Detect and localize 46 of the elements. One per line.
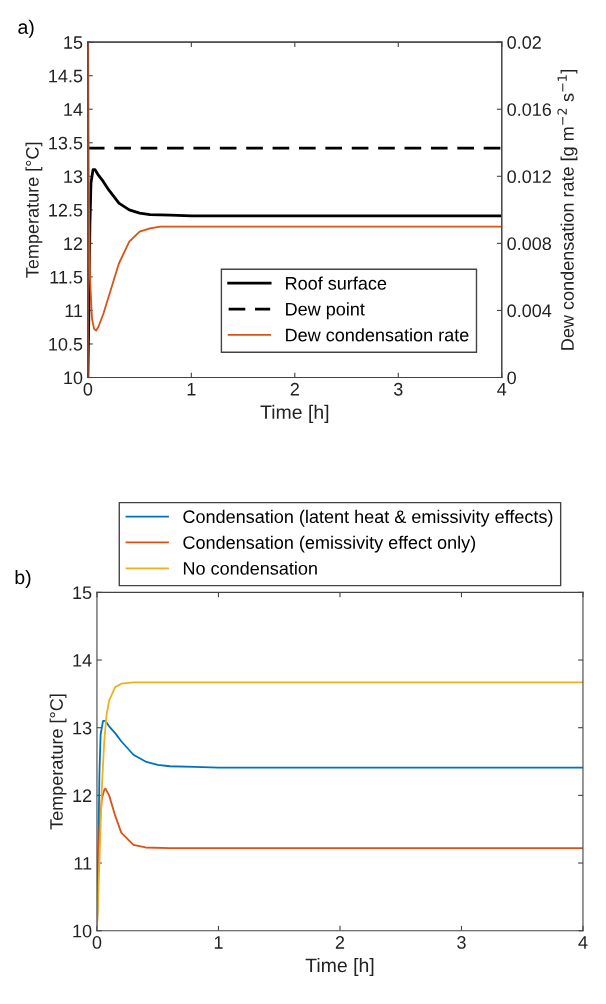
x-tick-label: 3 — [393, 382, 403, 396]
x-tick-label: 1 — [214, 936, 223, 949]
y2-tick-label: 0 — [507, 371, 516, 385]
x-tick-label: 3 — [457, 936, 466, 949]
y2-tick-label: 0.016 — [507, 103, 552, 116]
legend-label: No condensation — [183, 561, 317, 575]
x-axis-title: Time [h] — [260, 404, 329, 423]
y-tick-label: 10 — [64, 371, 83, 385]
y2-tick-label: 0.004 — [507, 304, 552, 318]
y2-tick-label: 0.008 — [507, 237, 552, 251]
x-tick-label: 4 — [578, 936, 588, 949]
y-tick-label: 13.5 — [49, 136, 83, 150]
y-tick-label: 14 — [64, 103, 83, 116]
y-tick-label: 15 — [73, 586, 92, 600]
legend-label: Condensation (emissivity effect only) — [183, 535, 476, 553]
y-axis-title: Temperature [°C] — [25, 142, 43, 278]
y2-axis-title: Dew condensation rate [g m$^{−2}$ s$^{−1}$] — [557, 69, 578, 350]
y-tick-label: 12 — [73, 789, 92, 802]
x-tick-label: 2 — [335, 936, 345, 949]
x-tick-label: 0 — [92, 936, 102, 949]
y-tick-label: 15 — [64, 36, 83, 49]
y-tick-label: 13 — [73, 721, 92, 735]
y-tick-label: 10 — [73, 924, 92, 938]
y-tick-label: 14 — [73, 654, 92, 667]
y-axis-title: Temperature [°C] — [49, 694, 67, 830]
y-tick-label: 13 — [64, 170, 83, 184]
x-tick-label: 2 — [290, 382, 299, 396]
legend-label: Roof surface — [286, 276, 387, 290]
y-tick-label: 11 — [74, 857, 92, 870]
legend-label: Condensation (latent heat & emissivity effects) — [183, 509, 553, 527]
y-tick-label: 12 — [64, 237, 83, 250]
y-tick-label: 11.5 — [50, 271, 83, 284]
y2-tick-label: 0.012 — [507, 170, 551, 184]
y-tick-label: 10.5 — [49, 337, 83, 351]
chart-title: b) — [15, 569, 31, 589]
x-tick-label: 1 — [187, 383, 196, 396]
chart-title: a) — [18, 19, 34, 38]
y-tick-label: 12.5 — [49, 203, 83, 217]
x-tick-label: 0 — [83, 382, 93, 396]
x-tick-label: 4 — [497, 383, 507, 396]
x-axis-title: Time [h] — [305, 957, 374, 977]
legend-label: Dew condensation rate — [286, 328, 469, 342]
y-tick-label: 14.5 — [49, 69, 83, 83]
y-tick-label: 11 — [65, 304, 83, 317]
legend-label: Dew point — [286, 302, 365, 320]
y2-tick-label: 0.02 — [507, 36, 541, 49]
